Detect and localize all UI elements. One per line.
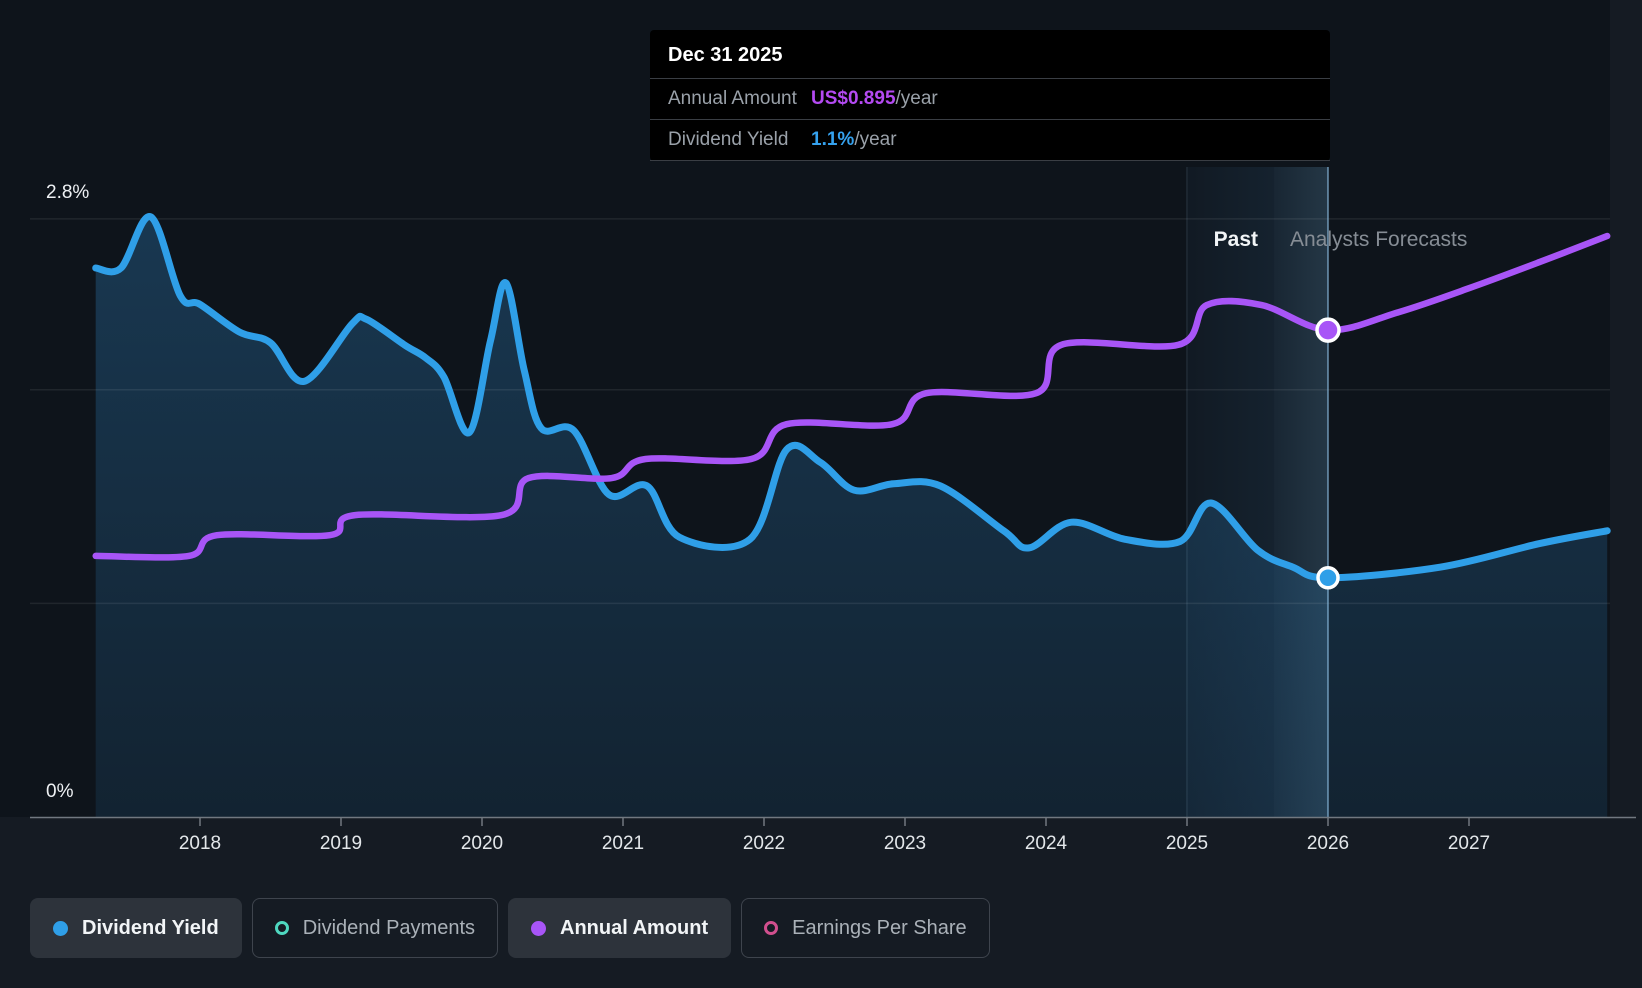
earnings-per-share-ring-icon xyxy=(764,921,779,935)
data-point-markers xyxy=(1315,317,1341,590)
x-axis-label: 2021 xyxy=(601,833,645,854)
tooltip-suffix: /year xyxy=(854,129,897,150)
dividend-yield-area xyxy=(95,216,1608,818)
legend-item-dividend-payments[interactable]: Dividend Payments xyxy=(251,898,499,958)
x-axis-label: 2019 xyxy=(319,833,363,854)
legend-item-label: Annual Amount xyxy=(560,916,709,939)
y-axis-min-label: 0% xyxy=(46,781,74,802)
yield-area-fill xyxy=(95,216,1608,818)
x-axis-label: 2022 xyxy=(742,833,786,854)
x-axis-label: 2027 xyxy=(1447,833,1491,854)
x-axis xyxy=(30,816,1636,826)
tooltip-value: 1.1% xyxy=(811,129,855,150)
legend-item-label: Earnings Per Share xyxy=(792,916,967,939)
tooltip-row-annual-amount: Annual Amount US$0.895 /year xyxy=(650,78,1330,119)
dividend-payments-ring-icon xyxy=(274,921,289,935)
tooltip-suffix: /year xyxy=(895,88,938,109)
y-axis-max-label: 2.8% xyxy=(46,182,90,203)
tooltip: Dec 31 2025 Annual Amount US$0.895 /year… xyxy=(650,30,1330,161)
tooltip-label: Dividend Yield xyxy=(668,129,789,150)
annual-amount-marker xyxy=(1315,317,1341,343)
legend-item-earnings-per-share[interactable]: Earnings Per Share xyxy=(741,898,990,958)
dividend-yield-marker xyxy=(1316,566,1340,590)
dividend-yield-dot-icon xyxy=(53,920,68,936)
legend-item-label: Dividend Yield xyxy=(82,916,219,939)
analysts-forecasts-label: Analysts Forecasts xyxy=(1290,228,1468,251)
tooltip-row-dividend-yield: Dividend Yield 1.1% /year xyxy=(650,119,1330,161)
past-label: Past xyxy=(1213,228,1258,251)
x-axis-label: 2026 xyxy=(1306,833,1350,854)
tooltip-date-title: Dec 31 2025 xyxy=(668,44,783,66)
x-axis-label: 2025 xyxy=(1165,833,1209,854)
x-axis-label: 2024 xyxy=(1024,833,1068,854)
guide-lines xyxy=(1186,167,1329,817)
dividend-yield-line xyxy=(92,213,1611,582)
x-axis-label: 2018 xyxy=(178,833,222,854)
x-axis-label: 2023 xyxy=(883,833,927,854)
gridlines xyxy=(30,218,1610,605)
tooltip-value: US$0.895 xyxy=(811,88,896,109)
annual-amount-dot-icon xyxy=(531,920,547,936)
x-axis-label: 2020 xyxy=(460,833,504,854)
tooltip-label: Annual Amount xyxy=(668,88,797,109)
legend-item-dividend-yield[interactable]: Dividend Yield xyxy=(30,898,242,958)
legend-item-label: Dividend Payments xyxy=(302,916,476,939)
legend-item-annual-amount[interactable]: Annual Amount xyxy=(508,898,732,958)
legend: Dividend Yield Dividend Payments Annual … xyxy=(30,898,990,958)
